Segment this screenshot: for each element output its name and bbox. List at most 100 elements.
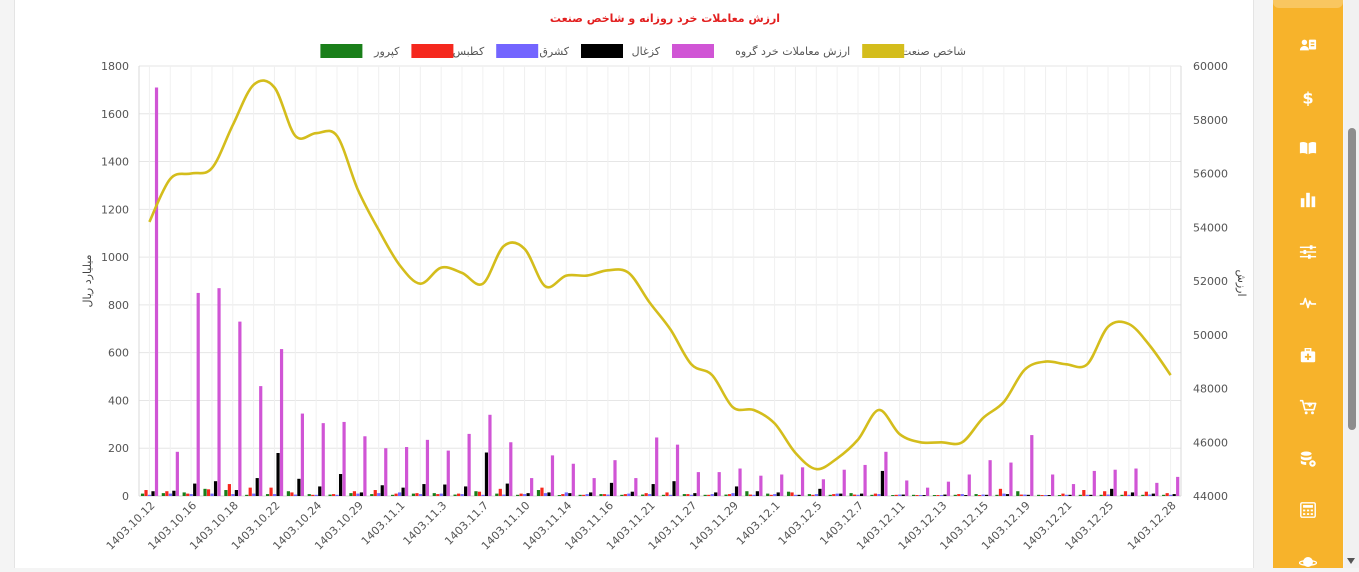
bar — [592, 478, 596, 496]
bar — [745, 491, 749, 496]
bar — [922, 495, 926, 496]
bar — [985, 494, 989, 496]
bar — [915, 495, 919, 496]
cart-icon[interactable] — [1298, 397, 1318, 417]
y-tick-label: 200 — [108, 442, 129, 455]
bar — [523, 494, 527, 496]
page-scrollbar[interactable] — [1344, 0, 1359, 568]
bar — [786, 491, 791, 496]
bar — [279, 349, 284, 496]
bar — [960, 494, 964, 496]
bar-series — [151, 452, 1176, 496]
y-tick-label: 0 — [122, 490, 129, 503]
bar — [373, 490, 377, 496]
bar — [964, 495, 968, 496]
bar — [338, 474, 343, 496]
bar — [509, 442, 513, 496]
legend-label: کپرور — [373, 45, 400, 58]
bar — [797, 494, 801, 496]
scrollbar-thumb[interactable] — [1348, 128, 1356, 430]
bar — [710, 494, 714, 496]
bar-series — [140, 488, 1166, 496]
bar — [672, 481, 676, 496]
bar — [1176, 476, 1180, 496]
bar — [943, 494, 947, 496]
bar — [391, 494, 395, 496]
bar — [613, 460, 617, 496]
calculator-icon[interactable] — [1298, 500, 1318, 520]
bar — [248, 487, 252, 496]
bar — [154, 87, 159, 496]
sliders-icon[interactable] — [1298, 242, 1318, 262]
bar — [439, 493, 443, 496]
bar — [276, 453, 280, 496]
bar — [974, 494, 978, 496]
bar — [349, 493, 353, 496]
bar — [599, 494, 603, 496]
bar — [773, 494, 777, 496]
database-gear-icon[interactable] — [1298, 449, 1318, 469]
bar — [905, 480, 909, 496]
bar — [377, 493, 381, 496]
bar — [759, 475, 763, 496]
bar — [272, 494, 277, 496]
bar — [1089, 494, 1093, 496]
bar — [978, 495, 982, 496]
y-tick-label: 1400 — [101, 156, 129, 169]
bar — [328, 494, 332, 496]
y-tick-label: 600 — [108, 347, 129, 360]
bar — [967, 474, 971, 496]
y2-tick-label: 58000 — [1193, 114, 1228, 127]
bar — [668, 494, 673, 496]
scroll-down-arrow-icon[interactable] — [1347, 558, 1355, 564]
bar — [300, 413, 304, 496]
bar — [832, 494, 836, 496]
x-tick-label: 1403.11.1 — [359, 499, 408, 548]
book-icon[interactable] — [1298, 138, 1318, 158]
bar — [405, 447, 409, 496]
bar — [1144, 491, 1148, 496]
bar — [401, 487, 405, 496]
combo-chart: ارزش معاملات خرد روزانه و شاخص صنعت شاخص … — [81, 12, 1248, 553]
medkit-icon[interactable] — [1298, 345, 1318, 365]
bar — [557, 495, 561, 496]
bar — [415, 493, 419, 496]
bar — [460, 494, 464, 496]
bar — [849, 493, 853, 496]
bar — [502, 494, 506, 496]
bar — [755, 491, 759, 496]
bar — [1085, 494, 1089, 496]
y-tick-label: 1600 — [101, 108, 129, 121]
bar — [780, 474, 784, 496]
bar — [1169, 494, 1173, 496]
y-tick-label: 1200 — [101, 203, 129, 216]
bar — [936, 495, 940, 496]
bar — [380, 485, 384, 496]
bar — [627, 493, 631, 496]
bar — [578, 494, 582, 496]
pulse-icon[interactable] — [1298, 293, 1318, 313]
dollar-icon[interactable]: $ — [1298, 87, 1318, 107]
bar — [227, 484, 231, 496]
bar — [873, 493, 878, 496]
bar — [363, 436, 367, 496]
bar — [766, 493, 770, 496]
bar — [1019, 494, 1023, 496]
bar — [693, 493, 697, 496]
user-card-icon[interactable] — [1298, 35, 1318, 55]
bar — [370, 494, 374, 496]
bar — [1172, 494, 1176, 496]
sidebar-rail: $ — [1273, 0, 1343, 568]
planet-icon[interactable] — [1298, 552, 1318, 572]
bar — [912, 494, 916, 496]
bar — [411, 493, 416, 496]
bar — [1103, 491, 1107, 496]
y-tick-label: 1000 — [101, 251, 129, 264]
bar — [703, 494, 707, 496]
bar — [880, 470, 885, 496]
bar — [1078, 494, 1082, 496]
bar-series — [154, 87, 1180, 496]
y2-tick-label: 56000 — [1193, 168, 1228, 181]
building-chart-icon[interactable] — [1298, 190, 1318, 210]
bar — [314, 494, 318, 496]
